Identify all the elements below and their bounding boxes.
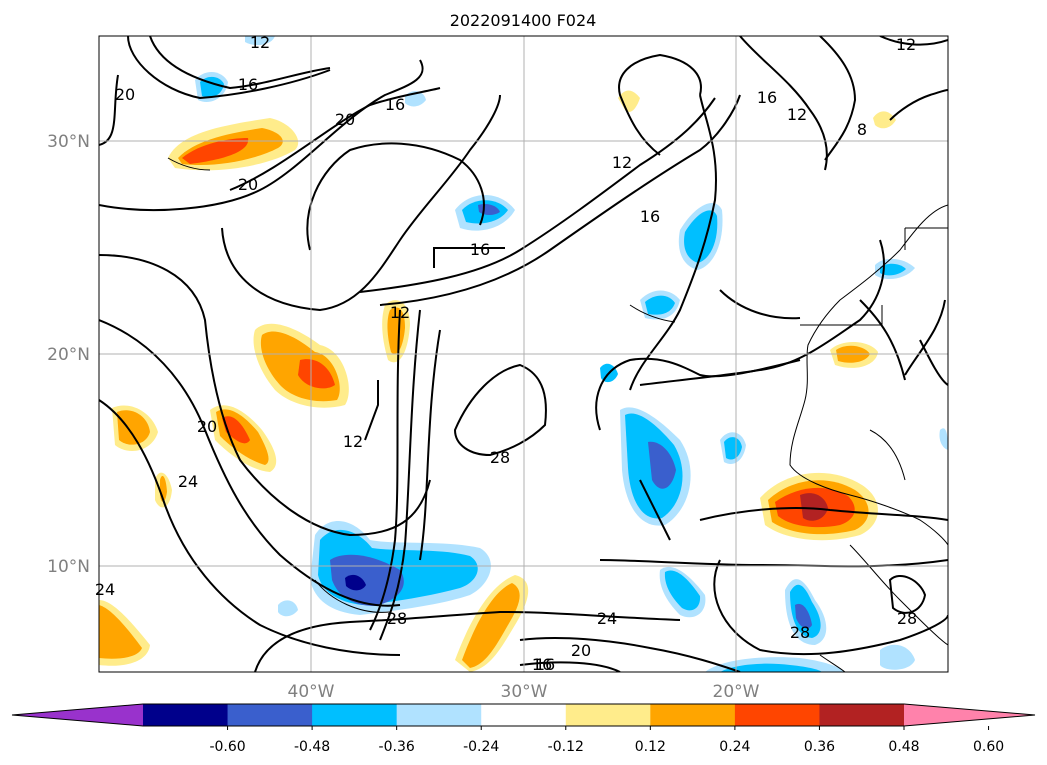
contour-label-group: 12 16 20 16 20 20 16 12 12 8 16 16 12 16… bbox=[95, 33, 917, 674]
colorbar-tick-label: 0.36 bbox=[804, 739, 835, 755]
contour-label: 12 bbox=[787, 105, 807, 124]
contour-label: 20 bbox=[238, 175, 258, 194]
lat-label-10n: 10°N bbox=[47, 557, 90, 577]
colorbar-segment bbox=[396, 704, 482, 726]
contour-label: 28 bbox=[897, 609, 917, 628]
contour-label: 28 bbox=[387, 609, 407, 628]
colorbar-segment bbox=[481, 704, 567, 726]
shaded-field bbox=[99, 36, 948, 672]
lon-label-40w: 40°W bbox=[288, 682, 335, 702]
colorbar-extend-low bbox=[12, 704, 143, 726]
contour-label: 20 bbox=[197, 417, 217, 436]
contour-label: 20 bbox=[335, 110, 355, 129]
colorbar-tick-label: 0.48 bbox=[888, 739, 919, 755]
contour-label: 28 bbox=[490, 448, 510, 467]
contour-label: 24 bbox=[178, 472, 198, 491]
contour-label: 12 bbox=[250, 33, 270, 52]
colorbar-segment bbox=[734, 704, 820, 726]
colorbar-segment bbox=[650, 704, 736, 726]
contour-label: 20 bbox=[115, 85, 135, 104]
longitude-labels: 40°W 30°W 20°W bbox=[288, 682, 760, 702]
contour-label: 16 bbox=[640, 207, 660, 226]
contour-label: 16 bbox=[535, 655, 555, 674]
colorbar-segment bbox=[312, 704, 398, 726]
map-title: 2022091400 F024 bbox=[450, 11, 597, 30]
lat-label-30n: 30°N bbox=[47, 132, 90, 152]
map-panel: 12 16 20 16 20 20 16 12 12 8 16 16 12 16… bbox=[95, 33, 949, 674]
contour-label: 24 bbox=[597, 609, 617, 628]
colorbar: -0.60 -0.48 -0.36 -0.24 -0.12 0.12 0.24 0.36 0.4… bbox=[11, 703, 1036, 755]
coastlines bbox=[167, 157, 948, 672]
lat-label-20n: 20°N bbox=[47, 345, 90, 365]
gridlines bbox=[99, 36, 948, 672]
contour-label: 16 bbox=[238, 75, 258, 94]
contour-label: 16 bbox=[470, 240, 490, 259]
colorbar-segment bbox=[565, 704, 651, 726]
colorbar-tick-label: 0.60 bbox=[973, 739, 1004, 755]
lon-label-20w: 20°W bbox=[713, 682, 760, 702]
contour-label: 28 bbox=[790, 623, 810, 642]
contour-label: 12 bbox=[612, 153, 632, 172]
contour-label: 16 bbox=[532, 655, 552, 674]
colorbar-segment bbox=[227, 704, 313, 726]
colorbar-tick-label: -0.36 bbox=[379, 739, 415, 755]
colorbar-extend-high bbox=[904, 704, 1035, 726]
colorbar-tick-label: -0.48 bbox=[294, 739, 330, 755]
contour-lines bbox=[99, 36, 948, 672]
colorbar-segment bbox=[819, 704, 905, 726]
colorbar-tick-label: -0.60 bbox=[209, 739, 245, 755]
contour-label: 20 bbox=[571, 641, 591, 660]
colorbar-tick-label: 0.12 bbox=[635, 739, 666, 755]
contour-label: 12 bbox=[390, 303, 410, 322]
colorbar-outline bbox=[11, 703, 1036, 727]
colorbar-segment bbox=[143, 704, 229, 726]
contour-label: 12 bbox=[343, 432, 363, 451]
contour-label: 12 bbox=[896, 35, 916, 54]
latitude-labels: 30°N 20°N 10°N bbox=[47, 132, 90, 577]
map-frame bbox=[98, 35, 949, 673]
contour-label: 24 bbox=[95, 580, 115, 599]
colorbar-tick-label: 0.24 bbox=[719, 739, 750, 755]
colorbar-tick-label: -0.12 bbox=[548, 739, 584, 755]
lon-label-30w: 30°W bbox=[501, 682, 548, 702]
colorbar-tick-label: -0.24 bbox=[463, 739, 499, 755]
contour-label: 8 bbox=[857, 120, 867, 139]
contour-label: 16 bbox=[757, 88, 777, 107]
contour-label: 16 bbox=[385, 95, 405, 114]
